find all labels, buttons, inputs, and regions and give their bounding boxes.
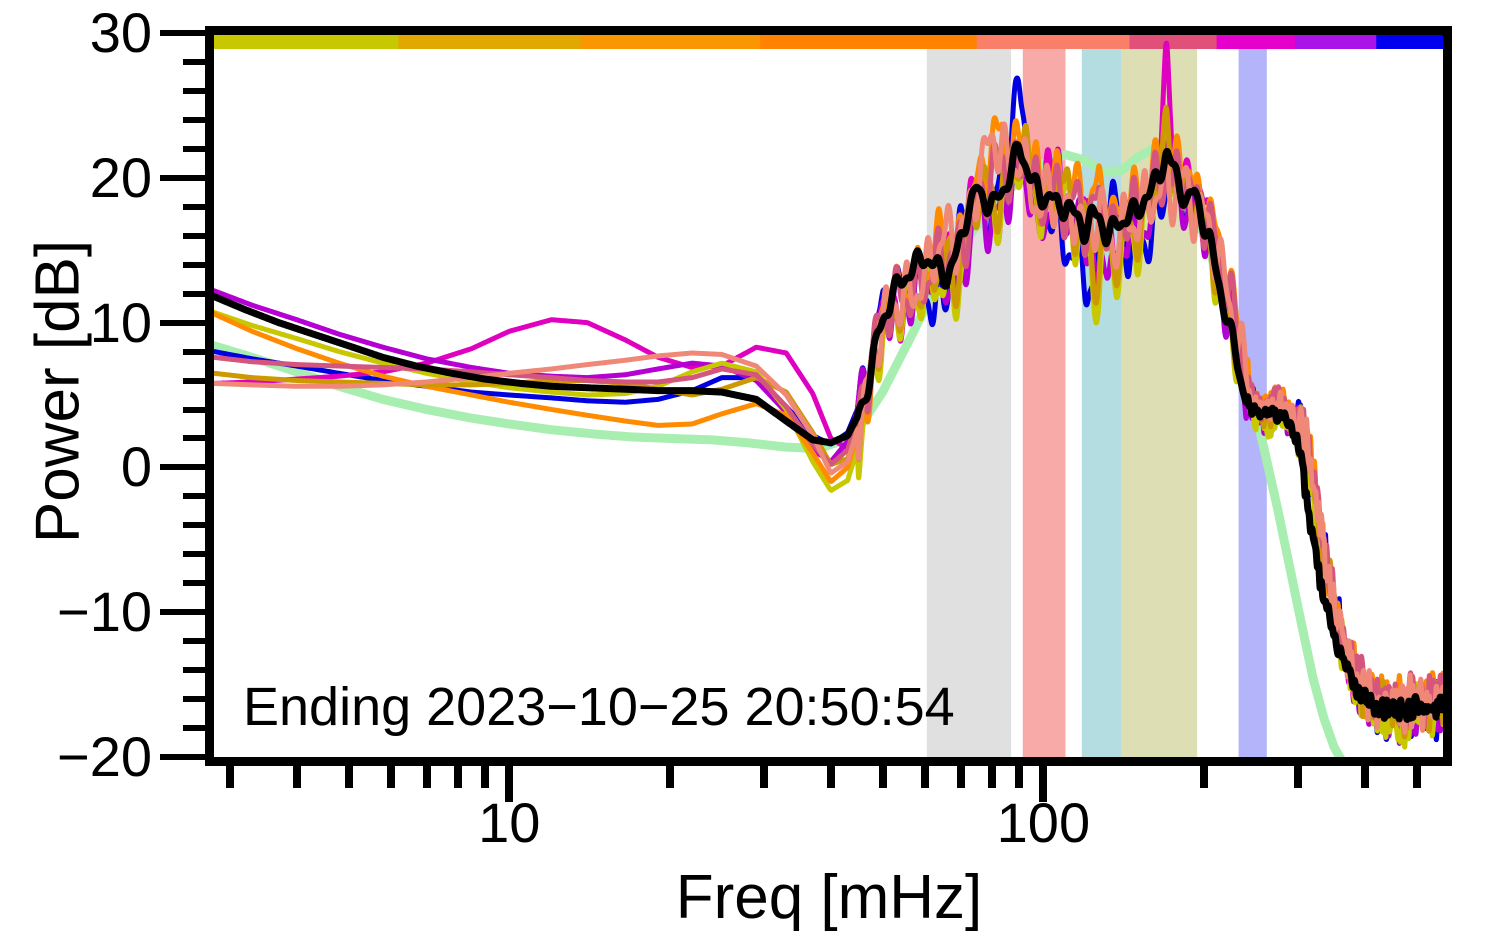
seg-crimson bbox=[1129, 33, 1218, 49]
y-tick-minor bbox=[183, 232, 214, 239]
x-tick-minor bbox=[422, 766, 431, 788]
seg-salmon bbox=[976, 33, 1131, 49]
x-tick-minor bbox=[956, 766, 965, 788]
x-tick-major bbox=[505, 766, 514, 802]
y-tick-minor bbox=[183, 493, 214, 500]
axis-frame-top bbox=[205, 26, 1452, 35]
y-tick-label: 30 bbox=[89, 1, 152, 64]
band-teal bbox=[1081, 49, 1122, 757]
x-tick-minor bbox=[760, 766, 769, 788]
seg-orange2 bbox=[760, 33, 978, 49]
y-tick-minor bbox=[183, 87, 214, 94]
seg-olive bbox=[214, 33, 399, 49]
x-tick-minor bbox=[1361, 766, 1369, 788]
seg-blue bbox=[1376, 33, 1443, 49]
x-tick-minor bbox=[344, 766, 353, 788]
top-colorbar-group bbox=[214, 33, 1443, 49]
x-tick-label: 100 bbox=[996, 791, 1091, 854]
y-tick-minor bbox=[183, 551, 214, 558]
y-tick-minor bbox=[183, 406, 214, 413]
y-tick-major bbox=[160, 464, 214, 471]
x-tick-minor bbox=[1412, 766, 1421, 788]
spectrum-salmon bbox=[214, 121, 1443, 735]
x-tick-minor bbox=[920, 766, 929, 788]
mean-spectrum bbox=[214, 140, 1443, 723]
x-axis-title: Freq [mHz] bbox=[675, 863, 983, 932]
x-tick-minor bbox=[226, 766, 234, 788]
y-tick-minor bbox=[183, 667, 214, 674]
y-tick-minor bbox=[183, 290, 214, 297]
y-tick-minor bbox=[183, 203, 214, 210]
y-tick-label: 10 bbox=[89, 290, 152, 354]
spectrum-plot-svg bbox=[214, 33, 1443, 757]
x-tick-minor bbox=[987, 766, 996, 788]
ending-timestamp-annotation: Ending 2023−10−25 20:50:54 bbox=[243, 677, 955, 737]
y-tick-major bbox=[160, 174, 214, 181]
y-tick-minor bbox=[183, 638, 214, 645]
y-tick-label: 20 bbox=[89, 145, 152, 209]
y-tick-minor bbox=[183, 725, 214, 731]
x-tick-minor bbox=[878, 766, 887, 788]
seg-gold bbox=[398, 33, 582, 49]
axis-frame-right bbox=[1443, 26, 1452, 764]
x-tick-minor bbox=[1014, 766, 1023, 788]
y-tick-minor bbox=[183, 348, 214, 355]
axis-frame-bottom bbox=[205, 757, 1452, 766]
x-tick-label: 10 bbox=[478, 791, 541, 854]
y-tick-minor bbox=[183, 59, 214, 65]
seg-magenta bbox=[1216, 33, 1296, 49]
x-tick-major bbox=[1039, 766, 1048, 802]
y-tick-label: 0 bbox=[120, 435, 152, 499]
y-tick-minor bbox=[183, 377, 214, 384]
y-tick-minor bbox=[183, 522, 214, 529]
seg-purple bbox=[1295, 33, 1377, 49]
x-tick-minor bbox=[453, 766, 462, 788]
x-tick-minor bbox=[666, 766, 675, 788]
series-group bbox=[214, 40, 1443, 757]
seg-orange bbox=[580, 33, 761, 49]
y-tick-major bbox=[160, 319, 214, 326]
y-tick-major bbox=[160, 754, 214, 760]
y-tick-minor bbox=[183, 116, 214, 123]
y-tick-minor bbox=[183, 580, 214, 587]
x-tick-minor bbox=[292, 766, 301, 788]
x-tick-minor bbox=[386, 766, 395, 788]
x-tick-minor bbox=[480, 766, 489, 788]
y-tick-label: −10 bbox=[57, 580, 152, 644]
y-tick-major bbox=[160, 30, 214, 36]
y-tick-minor bbox=[183, 696, 214, 703]
y-tick-minor bbox=[183, 435, 214, 442]
shaded-bands-group bbox=[926, 49, 1267, 757]
x-tick-minor bbox=[1294, 766, 1303, 788]
y-tick-minor bbox=[183, 261, 214, 268]
y-tick-label: −20 bbox=[57, 725, 152, 788]
axis-frame-left bbox=[205, 26, 214, 764]
x-tick-minor bbox=[1200, 766, 1209, 788]
x-tick-minor bbox=[826, 766, 835, 788]
plot-area bbox=[214, 33, 1443, 757]
y-tick-minor bbox=[183, 145, 214, 152]
y-tick-major bbox=[160, 609, 214, 616]
